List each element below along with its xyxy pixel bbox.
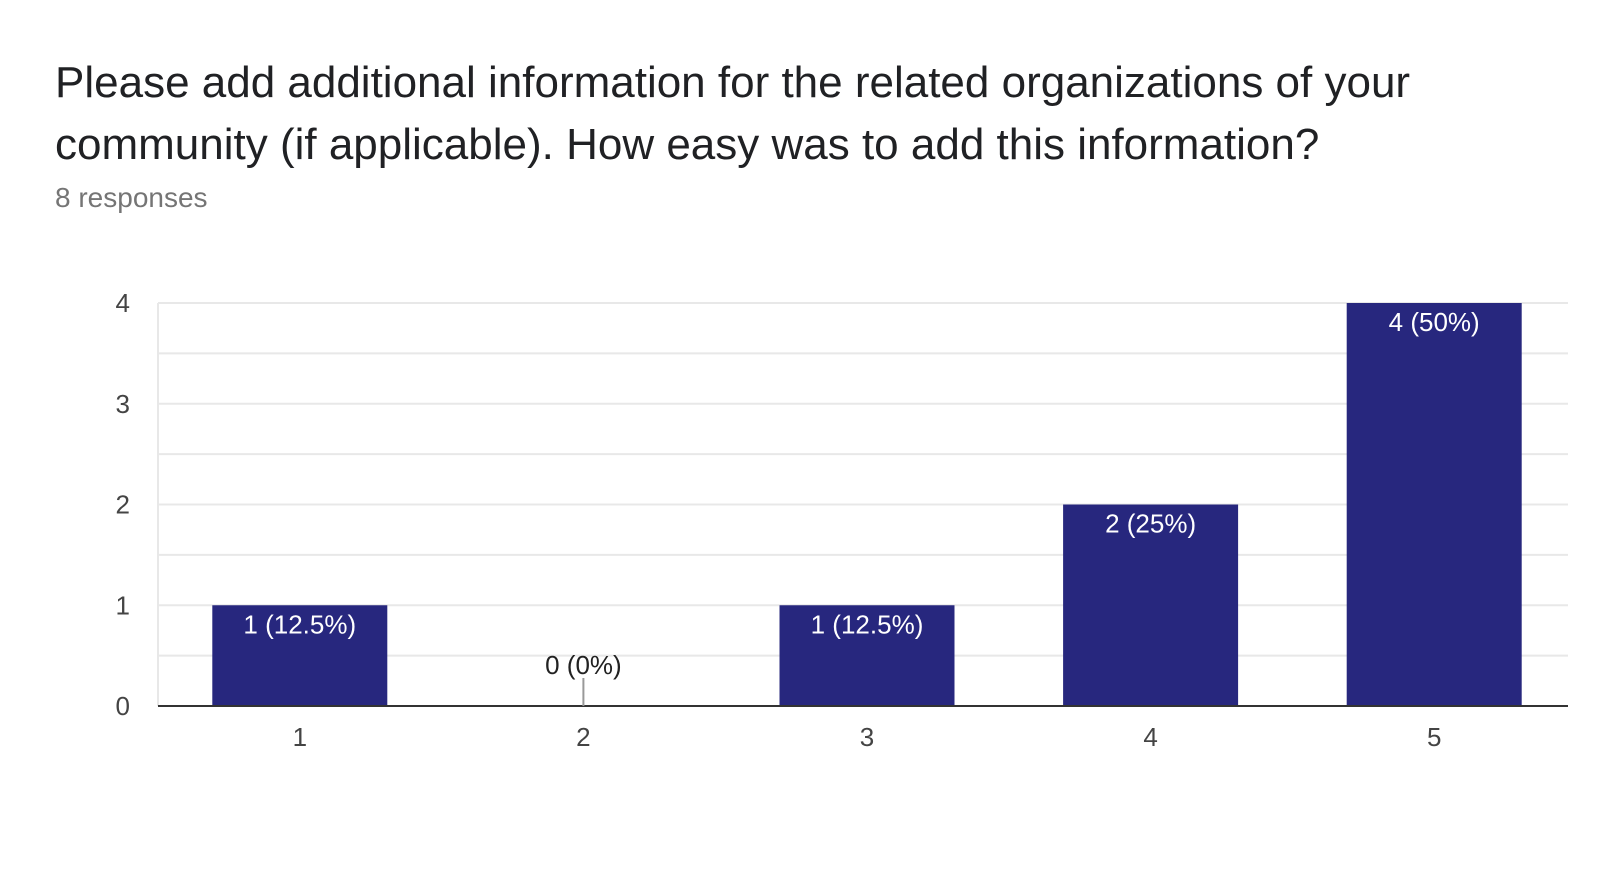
x-tick-label: 3 bbox=[860, 722, 874, 752]
data-labels: 1 (12.5%) 0 (0%) 1 (12.5%) 2 (25%) 4 (50%) bbox=[243, 307, 1480, 706]
bar-data-label: 1 (12.5%) bbox=[243, 609, 356, 639]
y-tick-label: 3 bbox=[116, 389, 130, 419]
x-axis-ticks: 1 2 3 4 5 bbox=[293, 722, 1442, 752]
bar-data-label: 4 (50%) bbox=[1389, 307, 1480, 337]
bar-data-label: 2 (25%) bbox=[1105, 509, 1196, 539]
bar bbox=[212, 605, 388, 706]
x-tick-label: 4 bbox=[1143, 722, 1157, 752]
bar-data-label: 1 (12.5%) bbox=[811, 609, 924, 639]
bar bbox=[1346, 303, 1522, 706]
x-tick-label: 1 bbox=[293, 722, 307, 752]
question-title: Please add additional information for th… bbox=[55, 58, 1411, 169]
y-tick-label: 1 bbox=[116, 590, 130, 620]
y-axis-ticks: 0 1 2 3 4 bbox=[116, 288, 130, 721]
response-count: 8 responses bbox=[55, 182, 208, 213]
y-tick-label: 2 bbox=[116, 490, 130, 520]
y-tick-label: 4 bbox=[116, 288, 130, 318]
bars bbox=[212, 303, 1522, 706]
y-tick-label: 0 bbox=[116, 691, 130, 721]
x-tick-label: 5 bbox=[1427, 722, 1441, 752]
bar bbox=[1063, 504, 1239, 706]
x-tick-label: 2 bbox=[576, 722, 590, 752]
bar bbox=[779, 605, 955, 706]
grid-lines bbox=[157, 302, 1568, 706]
bar-data-label: 0 (0%) bbox=[545, 650, 622, 680]
